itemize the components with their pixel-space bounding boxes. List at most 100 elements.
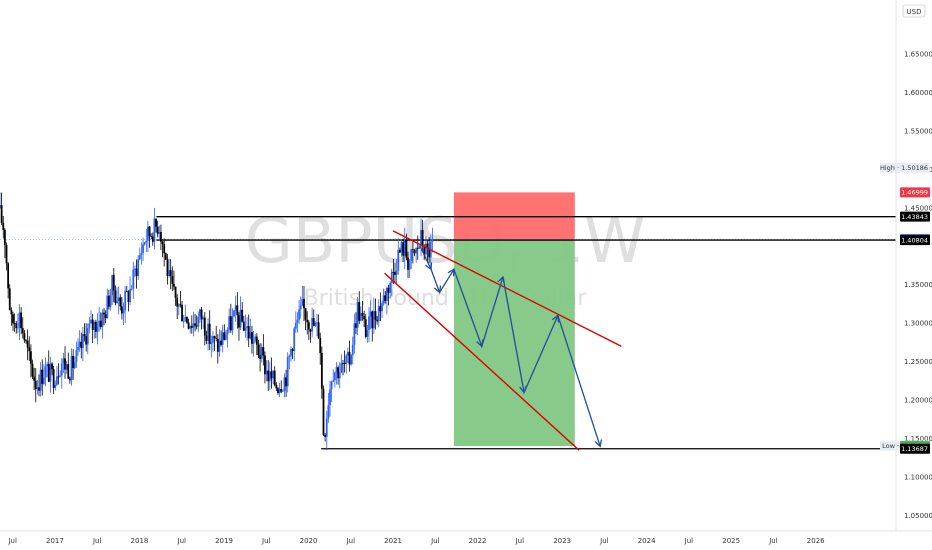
candle-body <box>353 323 356 345</box>
candle-body <box>410 249 413 261</box>
candle-body <box>270 371 273 379</box>
time-tick-label: Jul <box>599 537 609 545</box>
candle-body <box>42 377 45 384</box>
horizontal-lines[interactable] <box>0 216 896 450</box>
candle-body <box>376 319 379 322</box>
candle-body <box>18 312 21 328</box>
channel-upper-line[interactable] <box>392 230 622 347</box>
currency-label[interactable]: USD <box>902 4 926 18</box>
candle-body <box>307 322 310 330</box>
candle-body <box>142 244 144 254</box>
candle-body <box>281 390 284 392</box>
price-tag-box <box>900 211 930 222</box>
price-tick-label: 1.10000 <box>904 474 932 482</box>
candle-body <box>407 257 409 270</box>
candle-body <box>184 316 187 322</box>
candle-body <box>130 288 133 290</box>
projection-path[interactable] <box>419 245 603 448</box>
price-tick-label: 1.15000 <box>904 435 932 443</box>
candle-body <box>109 295 112 307</box>
candle-body <box>54 384 57 388</box>
candle-body <box>424 243 427 255</box>
candle-body <box>86 327 89 345</box>
candle-body <box>286 357 289 387</box>
candle-body <box>359 313 362 321</box>
candle-body <box>46 364 49 367</box>
candle-body <box>304 308 307 320</box>
candle-body <box>179 304 182 306</box>
candle-body <box>216 338 219 352</box>
price-tick-label: 1.35000 <box>904 281 932 289</box>
price-tag-text: 1.13687 <box>901 445 928 453</box>
candle-body <box>21 328 24 333</box>
projection-arrowhead <box>551 314 560 323</box>
candle-body <box>52 369 55 388</box>
candle-body <box>418 245 421 249</box>
time-tick-label: Jul <box>768 537 778 545</box>
candle-body <box>161 241 164 245</box>
candle-body <box>166 259 169 276</box>
candle-body <box>275 384 278 389</box>
candle-body <box>329 389 331 406</box>
candle-body <box>78 341 81 347</box>
price-tag: 1.43843 <box>900 211 930 222</box>
candle-body <box>291 349 294 351</box>
candle-body <box>342 363 344 364</box>
candle-body <box>254 336 257 341</box>
candle-body <box>186 316 188 323</box>
candle-body <box>288 355 291 358</box>
candle-body <box>205 335 208 341</box>
candle-body <box>413 249 416 254</box>
candle-body <box>390 271 393 284</box>
candle-body <box>7 263 10 289</box>
candle-body <box>242 321 245 331</box>
candle-body <box>311 318 314 332</box>
candle-body <box>229 316 232 331</box>
candle-body <box>101 312 104 327</box>
short-position-tool[interactable] <box>453 192 575 447</box>
candle-body <box>60 363 63 376</box>
candle-body <box>99 320 102 327</box>
price-tag-text: 1.43843 <box>901 213 928 221</box>
take-profit-zone[interactable] <box>453 240 575 447</box>
candle-body <box>325 418 328 437</box>
candle-body <box>169 270 172 277</box>
time-tick-label: 2017 <box>46 537 64 545</box>
price-tags: High · 1.501861.469991.438431.409211.408… <box>880 162 930 454</box>
candle-body <box>108 295 110 307</box>
price-tag: 1.40804 <box>900 235 930 246</box>
candle-body <box>351 344 354 356</box>
candle-body <box>160 232 162 242</box>
candle-body <box>208 323 211 344</box>
candle-body <box>62 358 65 364</box>
candle-body <box>190 325 193 328</box>
candle-body <box>379 306 382 312</box>
candle-body <box>148 226 151 237</box>
candle-body <box>41 369 44 384</box>
candle-body <box>257 344 260 356</box>
candle-body <box>330 381 333 390</box>
price-tick-label: 1.55000 <box>904 127 932 135</box>
time-tick-label: 2022 <box>469 537 487 545</box>
candle-body <box>220 340 222 345</box>
candle-body <box>363 315 366 320</box>
time-axis[interactable]: Jul 2017 Jul 2018 Jul 2019 Jul 2020 Jul 2021 Jul 20… <box>7 537 825 545</box>
candle-body <box>389 283 392 293</box>
candle-body <box>187 322 190 329</box>
candle-body <box>225 334 227 340</box>
descending-channel[interactable] <box>384 230 622 451</box>
candle-body <box>3 229 6 246</box>
price-tick-label: 1.30000 <box>904 320 932 328</box>
channel-lower-line[interactable] <box>384 272 580 451</box>
candle-body <box>34 380 37 390</box>
candle-body <box>151 236 154 242</box>
candle-body <box>95 321 97 332</box>
candle-body <box>155 218 157 227</box>
candle-body <box>177 304 180 307</box>
price-tick-label: 1.25000 <box>904 358 932 366</box>
candle-body <box>278 389 281 394</box>
candle-body <box>372 311 375 329</box>
candle-body <box>221 332 224 345</box>
candle-body <box>82 334 84 349</box>
